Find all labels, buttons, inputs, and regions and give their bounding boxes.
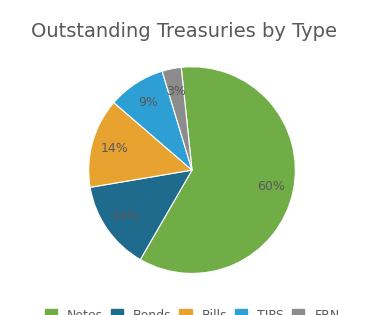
Text: 60%: 60%	[257, 180, 285, 193]
Text: 14%: 14%	[112, 209, 140, 223]
Legend: Notes, Bonds, Bills, TIPS, FRN: Notes, Bonds, Bills, TIPS, FRN	[40, 304, 344, 315]
Text: 9%: 9%	[138, 96, 158, 109]
Wedge shape	[140, 67, 295, 273]
Wedge shape	[89, 103, 192, 187]
Text: 14%: 14%	[101, 142, 128, 155]
Text: Outstanding Treasuries by Type: Outstanding Treasuries by Type	[31, 22, 337, 41]
Wedge shape	[90, 170, 192, 260]
Wedge shape	[114, 71, 192, 170]
Wedge shape	[162, 67, 192, 170]
Text: 3%: 3%	[166, 85, 186, 98]
